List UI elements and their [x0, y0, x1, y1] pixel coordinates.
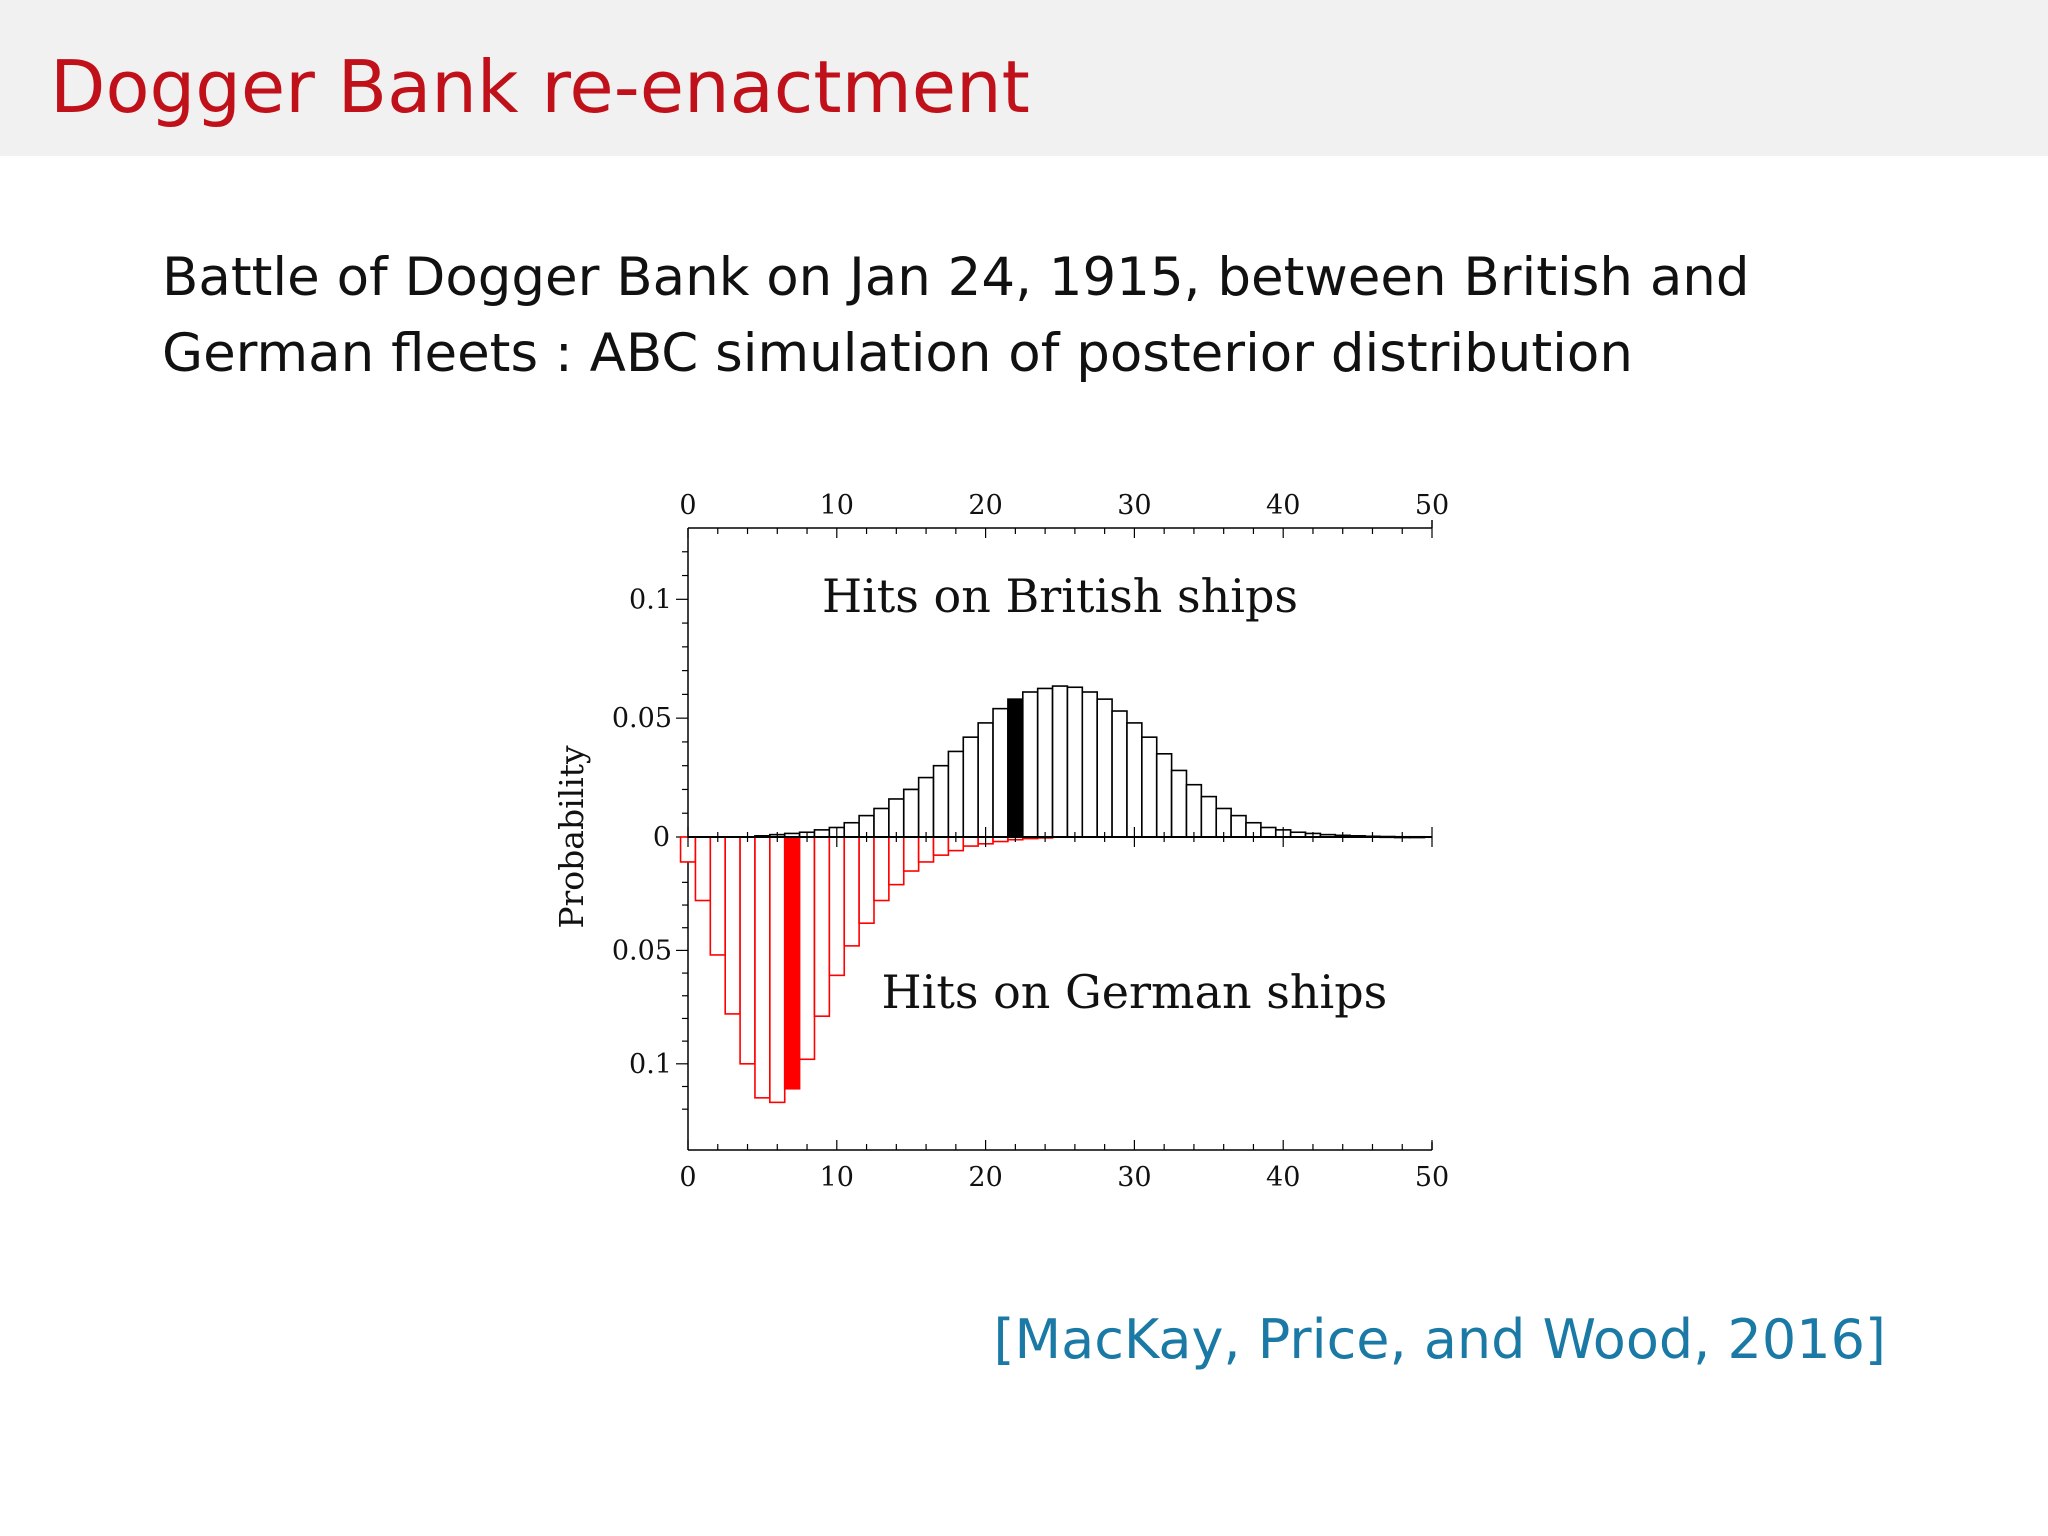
top-x-tick-label: 10 [820, 490, 854, 521]
histogram-bar [977, 722, 994, 838]
bottom-x-tick-label: 40 [1266, 1162, 1300, 1193]
histogram-bar [754, 836, 771, 1099]
y-tick-label-upper: 0.05 [612, 703, 672, 734]
histogram-bar [888, 836, 905, 886]
histogram-bar [1200, 795, 1218, 838]
histogram-bar [873, 836, 890, 902]
histogram-bar [917, 776, 935, 838]
histogram-bar [947, 750, 965, 838]
histogram-bar [1066, 686, 1084, 838]
histogram-bar [1185, 783, 1203, 838]
histogram-bar [902, 836, 920, 872]
histogram-bar [739, 836, 756, 1065]
histogram-bar [1170, 769, 1188, 838]
histogram-bar [1155, 753, 1173, 838]
top-x-tick-label: 0 [679, 490, 696, 521]
histogram-bar [724, 836, 741, 1015]
histogram-bar [1081, 691, 1099, 838]
slide-header: Dogger Bank re-enactment [0, 0, 2048, 156]
histogram-bar [1141, 736, 1158, 838]
british-hits-series [754, 685, 1426, 839]
top-x-tick-label: 30 [1117, 490, 1151, 521]
y-tick-label-lower: 0.1 [629, 1049, 672, 1080]
posterior-histogram-chart: 0 0 10 10 20 20 30 30 40 40 50 50 0.05 0.1 0.05 0.1 0 Pro… [552, 490, 1449, 1193]
histogram-bar [1021, 691, 1039, 838]
y-axis-label: Probability [552, 745, 591, 929]
slide-title: Dogger Bank re-enactment [50, 45, 1030, 129]
bottom-x-tick-label: 10 [820, 1162, 854, 1193]
histogram-bar [888, 798, 905, 838]
highlight-bar [783, 836, 801, 1090]
histogram-bar [709, 836, 727, 956]
y-tick-label-lower: 0.05 [612, 935, 672, 966]
histogram-bar [813, 836, 831, 1017]
intro-line-2: German fleets : ABC simulation of poster… [162, 323, 1633, 384]
y-tick-label-upper: 0.1 [629, 584, 672, 615]
histogram-bar [843, 821, 860, 838]
histogram-bar [813, 829, 831, 838]
histogram-bar [992, 707, 1009, 838]
histogram-bar [932, 764, 950, 838]
histogram-bar [798, 836, 816, 1061]
top-x-tick-label: 20 [968, 490, 1002, 521]
top-x-tick-label: 40 [1266, 490, 1300, 521]
top-x-tick-label: 50 [1415, 490, 1449, 521]
histogram-bar [902, 788, 920, 838]
histogram-bar [962, 836, 979, 847]
histogram-bar [1230, 814, 1247, 838]
histogram-bar [1051, 685, 1069, 838]
histogram-bar [694, 836, 712, 902]
german-ships-annotation: Hits on German ships [882, 965, 1388, 1019]
bottom-x-tick-label: 20 [968, 1162, 1002, 1193]
histogram-bar [843, 836, 860, 947]
y-tick-label-zero: 0 [653, 822, 670, 853]
bottom-x-tick-label: 30 [1117, 1162, 1151, 1193]
histogram-bar [1260, 826, 1277, 838]
intro-line-1: Battle of Dogger Bank on Jan 24, 1915, b… [162, 247, 1750, 308]
highlight-bar [1007, 698, 1024, 838]
histogram-bar [932, 836, 950, 856]
histogram-bar [1126, 722, 1143, 838]
british-ships-annotation: Hits on British ships [822, 569, 1298, 623]
bottom-x-tick-label: 50 [1415, 1162, 1449, 1193]
histogram-bar [1036, 687, 1054, 838]
histogram-bar [873, 807, 890, 838]
intro-text: Battle of Dogger Bank on Jan 24, 1915, b… [162, 240, 1922, 392]
bottom-x-tick-label: 0 [679, 1162, 696, 1193]
histogram-bar [828, 836, 846, 977]
histogram-bar [858, 836, 875, 924]
histogram-bar [1096, 698, 1113, 838]
histogram-bar [769, 836, 786, 1104]
histogram-bar [962, 736, 979, 838]
histogram-bar [1111, 710, 1128, 838]
citation: [MacKay, Price, and Wood, 2016] [993, 1308, 1886, 1371]
